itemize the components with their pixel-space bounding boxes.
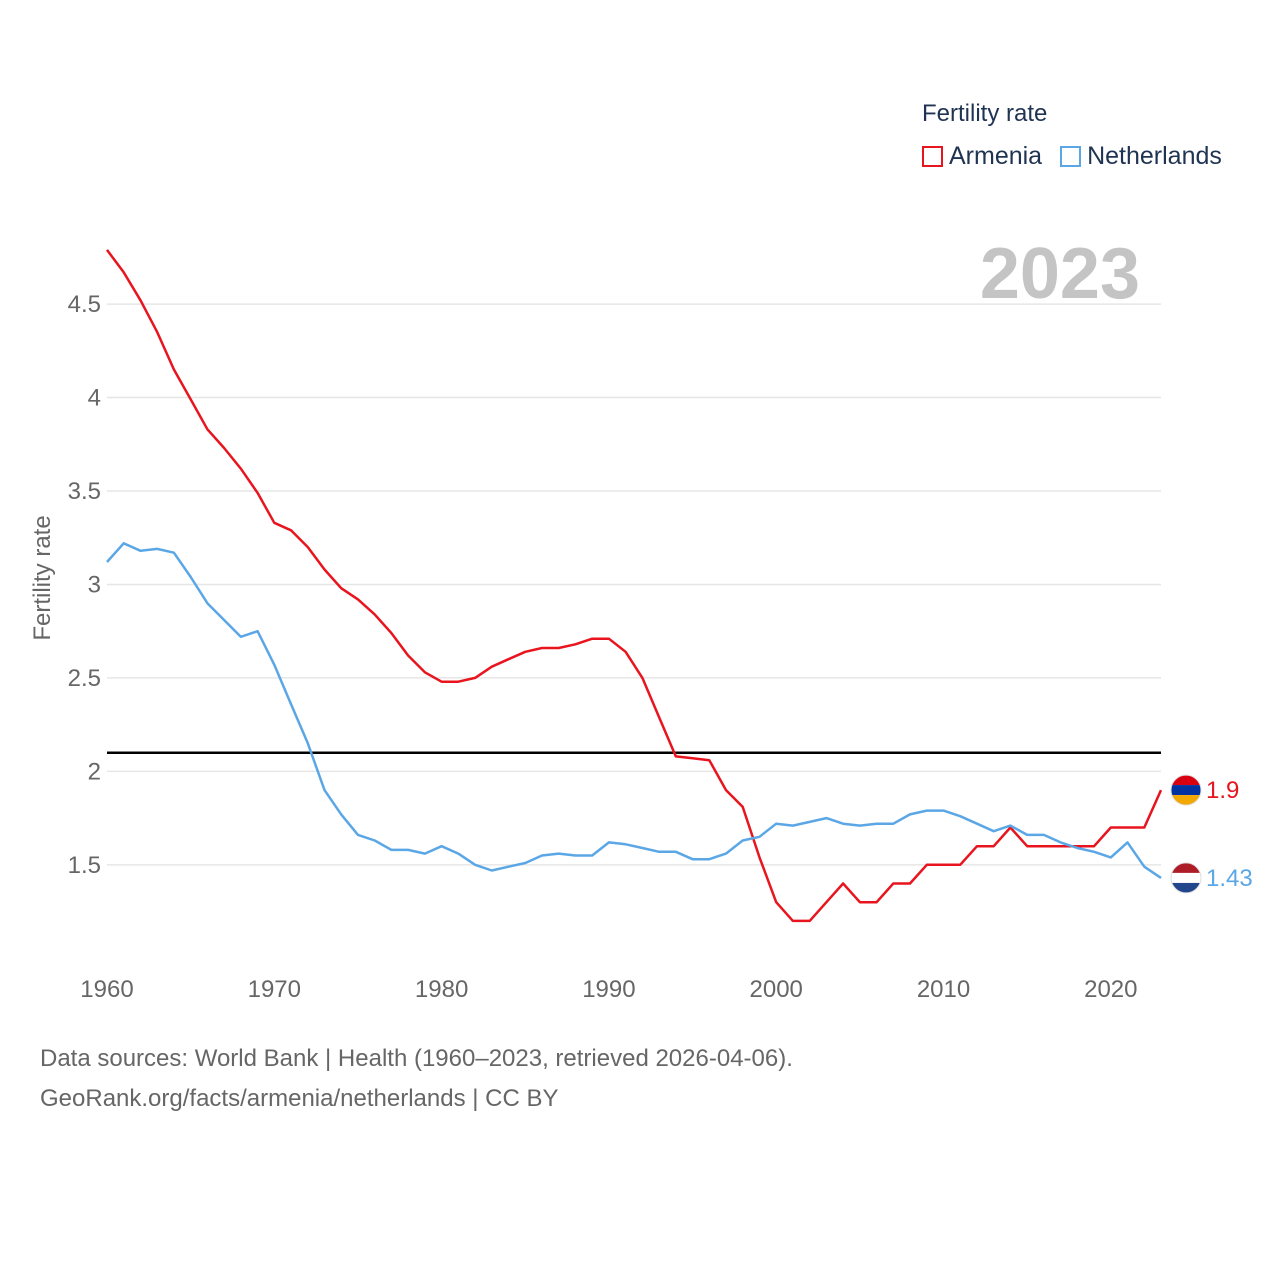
flag-band xyxy=(1171,775,1201,786)
flag-band xyxy=(1171,862,1201,873)
x-tick-label: 2000 xyxy=(750,976,803,1003)
legend-title: Fertility rate xyxy=(922,100,1048,127)
x-tick-label: 2010 xyxy=(917,976,970,1003)
legend-swatch-netherlands xyxy=(1060,146,1082,167)
series-line-armenia xyxy=(105,249,1163,923)
x-tick-label: 1960 xyxy=(80,976,133,1003)
flag-band xyxy=(1171,785,1201,796)
flag-band xyxy=(1171,795,1201,806)
legend-swatch-armenia xyxy=(922,146,943,167)
legend-label-netherlands: Netherlands xyxy=(1087,142,1222,170)
year-overlay: 2023 xyxy=(980,234,1140,314)
legend-item-netherlands[interactable]: Netherlands xyxy=(1060,142,1222,171)
x-tick-label: 1970 xyxy=(248,976,301,1003)
flag-outline-armenia xyxy=(1170,774,1202,806)
end-label-armenia: 1.9 xyxy=(1206,777,1239,804)
flag-outline-netherlands xyxy=(1170,862,1202,894)
flag-band xyxy=(1171,872,1201,883)
y-axis-label: Fertility rate xyxy=(29,515,56,640)
y-tick-label: 2.5 xyxy=(68,665,101,692)
legend-label-armenia: Armenia xyxy=(949,142,1043,170)
x-tick-label: 1980 xyxy=(415,976,468,1003)
y-tick-label: 4 xyxy=(88,385,101,412)
grid-lines xyxy=(107,303,1161,866)
series-end-markers: 1.9 1.43 xyxy=(1170,774,1253,894)
x-tick-label: 2020 xyxy=(1084,976,1137,1003)
flag-netherlands-icon xyxy=(1171,862,1201,893)
x-tick-label: 1990 xyxy=(582,976,635,1003)
legend-item-armenia[interactable]: Armenia xyxy=(922,142,1042,171)
y-tick-label: 1.5 xyxy=(68,852,101,879)
flag-armenia-icon xyxy=(1171,775,1201,806)
y-tick-label: 3.5 xyxy=(68,478,101,505)
footer-source-line: Data sources: World Bank | Health (1960–… xyxy=(40,1045,793,1072)
y-tick-label: 4.5 xyxy=(68,291,101,318)
legend: Armenia Netherlands xyxy=(922,142,1240,171)
series-lines xyxy=(105,249,1163,923)
x-axis-ticks: 1960 1970 1980 1990 2000 2010 2020 xyxy=(80,976,1137,1003)
footer-link-line[interactable]: GeoRank.org/facts/armenia/netherlands | … xyxy=(40,1085,559,1112)
y-axis-ticks: 1.5 2 2.5 3 3.5 4 4.5 xyxy=(68,291,101,879)
y-tick-label: 3 xyxy=(88,571,101,598)
flag-band xyxy=(1171,882,1201,893)
end-label-netherlands: 1.43 xyxy=(1206,865,1253,892)
y-tick-label: 2 xyxy=(88,758,101,785)
series-line-netherlands xyxy=(106,542,1162,879)
